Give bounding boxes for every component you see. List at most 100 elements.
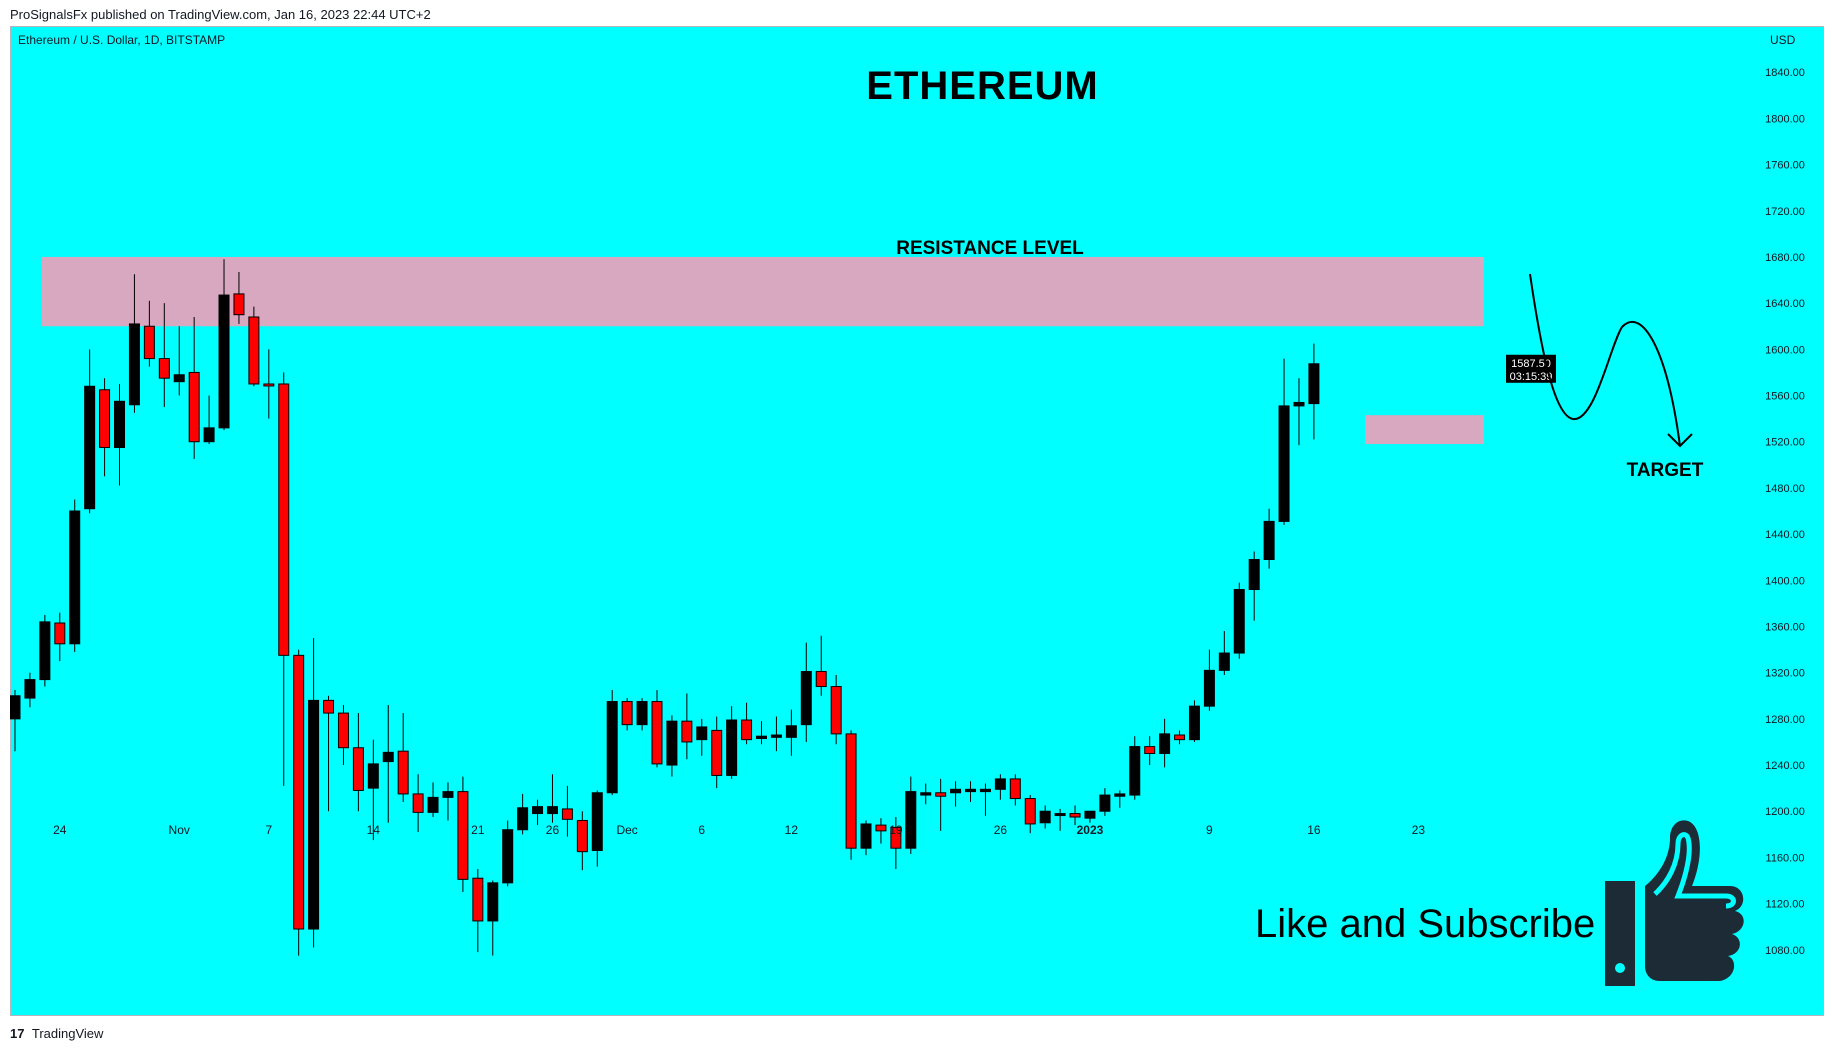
candle — [606, 689, 618, 796]
candle — [1263, 508, 1275, 569]
candle-body — [1248, 559, 1260, 591]
candle — [1129, 736, 1141, 800]
time-tick-label: Nov — [169, 823, 190, 837]
time-tick-label: 19 — [889, 823, 903, 837]
candle — [1114, 790, 1126, 808]
candle-body — [532, 806, 544, 815]
candle — [412, 774, 424, 833]
candle-body — [785, 725, 797, 738]
candle-body — [965, 788, 977, 793]
candle-body — [248, 316, 260, 385]
price-tick-label: 1360.00 — [1765, 621, 1805, 633]
price-tick-label: 1320.00 — [1765, 668, 1805, 680]
candle — [830, 674, 842, 745]
candle — [1188, 700, 1200, 742]
candle-body — [994, 778, 1006, 790]
candle — [39, 614, 51, 687]
candle-body — [173, 374, 185, 383]
candle-body — [308, 699, 320, 930]
candle-body — [143, 325, 155, 360]
candle-body — [442, 791, 454, 798]
price-axis: 1080.00 1120.00 1160.00 1200.00 1240.00 1280.… — [1506, 67, 1805, 957]
candle — [979, 783, 991, 816]
candle — [143, 300, 155, 367]
candle — [1218, 631, 1230, 675]
candle — [323, 695, 335, 812]
candle — [502, 820, 514, 887]
candle-body — [114, 400, 126, 448]
candle — [546, 774, 558, 823]
candle — [293, 649, 305, 956]
candle-body — [293, 654, 305, 930]
time-axis: 24 Nov 7 14 21 26 Dec 6 12 19 26 2023 9 16 23 — [53, 823, 1425, 837]
candle — [1054, 808, 1066, 831]
tradingview-logo[interactable]: 17 — [10, 1026, 25, 1041]
candle-body — [1084, 810, 1096, 819]
candle — [651, 689, 663, 768]
candle — [561, 785, 573, 837]
price-tick-label: 1440.00 — [1765, 529, 1805, 541]
candles-layer — [10, 259, 1320, 956]
candle-body — [278, 383, 290, 656]
candle — [711, 716, 723, 789]
target-label: TARGET — [1626, 460, 1704, 481]
candle-body — [636, 701, 648, 726]
time-tick-label: 21 — [471, 823, 485, 837]
price-tick-label: 1680.00 — [1765, 252, 1805, 264]
candle-body — [576, 819, 588, 853]
candle-body — [69, 510, 81, 645]
candle — [427, 782, 439, 818]
candle-body — [1114, 793, 1126, 797]
candle-body — [800, 671, 812, 726]
candle-body — [606, 701, 618, 794]
price-tick-label: 1240.00 — [1765, 760, 1805, 772]
candle-body — [950, 788, 962, 794]
candle — [965, 781, 977, 802]
price-tick-label: 1720.00 — [1765, 206, 1805, 218]
time-tick-label: 7 — [265, 823, 272, 837]
candle-body — [830, 686, 842, 735]
candle — [114, 383, 126, 486]
price-tick-label: 1480.00 — [1765, 483, 1805, 495]
candle-body — [10, 695, 21, 720]
brand-name[interactable]: TradingView — [31, 1026, 104, 1041]
price-tick-label: 1280.00 — [1765, 714, 1805, 726]
projection-curve — [1529, 273, 1681, 447]
candlestick-chart[interactable]: 1080.00 1120.00 1160.00 1200.00 1240.00 1280.… — [10, 26, 1824, 1016]
candle-body — [128, 323, 140, 406]
candle — [532, 799, 544, 826]
time-tick-label: 12 — [785, 823, 799, 837]
candle — [770, 716, 782, 752]
arrow-head — [1667, 433, 1693, 448]
countdown-label: 03:15:39 — [1510, 371, 1553, 383]
price-tick-label: 1400.00 — [1765, 575, 1805, 587]
candle — [1084, 810, 1096, 823]
candle-body — [726, 719, 738, 776]
candle-body — [84, 385, 96, 510]
candle — [800, 642, 812, 742]
time-tick-label: 9 — [1206, 823, 1213, 837]
candle — [1233, 582, 1245, 659]
candle — [203, 395, 215, 445]
time-tick-label: 26 — [546, 823, 560, 837]
candle — [890, 817, 902, 869]
candle — [1308, 343, 1320, 440]
time-tick-label: 6 — [698, 823, 705, 837]
candle — [233, 271, 245, 324]
candle — [248, 306, 260, 387]
candle-body — [1233, 589, 1245, 654]
candle — [69, 499, 81, 652]
candle-body — [546, 806, 558, 815]
candle — [845, 730, 857, 860]
candle-body — [487, 882, 499, 922]
candle — [352, 713, 364, 812]
candle — [1203, 649, 1215, 711]
candle — [621, 698, 633, 731]
candle-body — [412, 793, 424, 813]
candle — [1099, 788, 1111, 816]
candle-body — [651, 701, 663, 765]
candle-body — [1174, 734, 1186, 741]
candle-body — [741, 719, 753, 741]
candle-body — [621, 701, 633, 726]
symbol-description: Ethereum / U.S. Dollar, 1D, BITSTAMP — [18, 33, 226, 47]
